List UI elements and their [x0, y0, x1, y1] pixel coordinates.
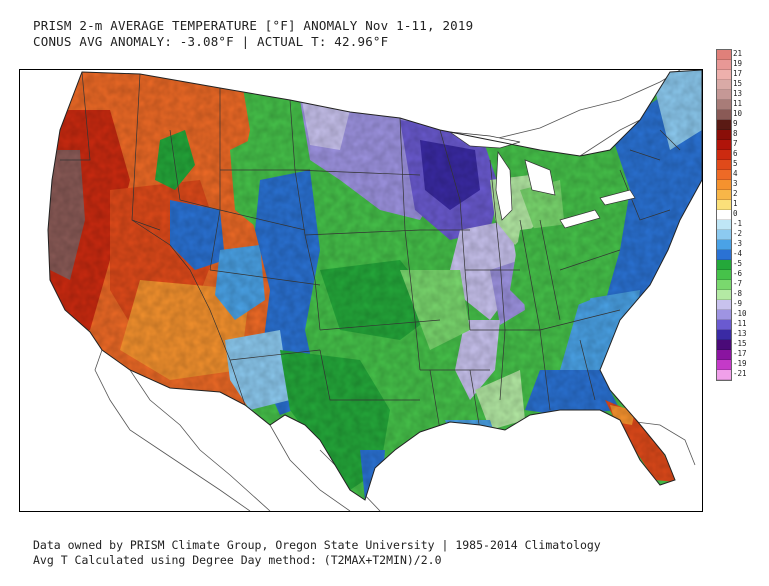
colorbar-label: -11 [733, 319, 747, 328]
colorbar-cell [717, 150, 731, 160]
colorbar-cell [717, 160, 731, 170]
colorbar-cell [717, 350, 731, 360]
colorbar-label: -4 [733, 249, 743, 258]
footer-method: Avg T Calculated using Degree Day method… [33, 553, 442, 567]
colorbar-cell [717, 230, 731, 240]
colorbar-cell [717, 120, 731, 130]
colorbar-cell [717, 170, 731, 180]
colorbar-label: 15 [733, 79, 743, 88]
colorbar-cell [717, 290, 731, 300]
colorbar-label: 19 [733, 59, 743, 68]
colorbar-cell [717, 220, 731, 230]
colorbar-cell [717, 250, 731, 260]
state-boundaries [60, 71, 681, 431]
colorbar-cell [717, 260, 731, 270]
conus-outline [47, 70, 702, 501]
colorbar-label: -5 [733, 259, 743, 268]
colorbar-label: -3 [733, 239, 743, 248]
colorbar-label: -13 [733, 329, 747, 338]
colorbar-label: 3 [733, 179, 738, 188]
colorbar-cell [717, 280, 731, 290]
colorbar-label: -17 [733, 349, 747, 358]
colorbar-cell [717, 90, 731, 100]
colorbar-label: -6 [733, 269, 743, 278]
colorbar-cell [717, 70, 731, 80]
colorbar-label: 10 [733, 109, 743, 118]
colorbar-cell [717, 340, 731, 350]
colorbar-label: 13 [733, 89, 743, 98]
colorbar-cell [717, 140, 731, 150]
colorbar [716, 49, 732, 381]
neighbor-coastlines [94, 70, 696, 511]
map-title: PRISM 2-m AVERAGE TEMPERATURE [°F] ANOMA… [33, 18, 474, 33]
colorbar-cell [717, 240, 731, 250]
colorbar-label: 6 [733, 149, 738, 158]
colorbar-cell [717, 50, 731, 60]
colorbar-label: 4 [733, 169, 738, 178]
footer-credit: Data owned by PRISM Climate Group, Orego… [33, 538, 601, 552]
colorbar-cell [717, 360, 731, 370]
colorbar-label: 2 [733, 189, 738, 198]
colorbar-cell [717, 320, 731, 330]
anomaly-field [48, 70, 702, 500]
colorbar-label: -8 [733, 289, 743, 298]
colorbar-cell [717, 180, 731, 190]
colorbar-cell [717, 370, 731, 380]
great-lakes [448, 131, 636, 229]
colorbar-cell [717, 210, 731, 220]
colorbar-cell [717, 310, 731, 320]
colorbar-labels: 21 19 17 15 13 11 10 9 8 7 6 5 4 3 2 1 0 -1 -2 -3 -4 -5 -6 -7 -8… [733, 49, 763, 379]
colorbar-label: -7 [733, 279, 743, 288]
colorbar-label: 0 [733, 209, 738, 218]
colorbar-cell [717, 110, 731, 120]
colorbar-label: 17 [733, 69, 743, 78]
colorbar-label: 8 [733, 129, 738, 138]
colorbar-label: -15 [733, 339, 747, 348]
colorbar-label: 21 [733, 49, 743, 58]
colorbar-label: 5 [733, 159, 738, 168]
colorbar-label: -9 [733, 299, 743, 308]
colorbar-label: -19 [733, 359, 747, 368]
colorbar-cell [717, 100, 731, 110]
colorbar-label: -21 [733, 369, 747, 378]
colorbar-cell [717, 130, 731, 140]
colorbar-label: -1 [733, 219, 743, 228]
colorbar-label: 11 [733, 99, 743, 108]
colorbar-cell [717, 60, 731, 70]
colorbar-label: 7 [733, 139, 738, 148]
colorbar-label: -10 [733, 309, 747, 318]
colorbar-label: 1 [733, 199, 738, 208]
colorbar-label: 9 [733, 119, 738, 128]
colorbar-cell [717, 190, 731, 200]
map-subtitle: CONUS AVG ANOMALY: -3.08°F | ACTUAL T: 4… [33, 34, 389, 49]
colorbar-cell [717, 200, 731, 210]
colorbar-label: -2 [733, 229, 743, 238]
colorbar-cell [717, 300, 731, 310]
colorbar-cell [717, 270, 731, 280]
anomaly-map [19, 69, 703, 512]
colorbar-cell [717, 330, 731, 340]
colorbar-cell [717, 80, 731, 90]
